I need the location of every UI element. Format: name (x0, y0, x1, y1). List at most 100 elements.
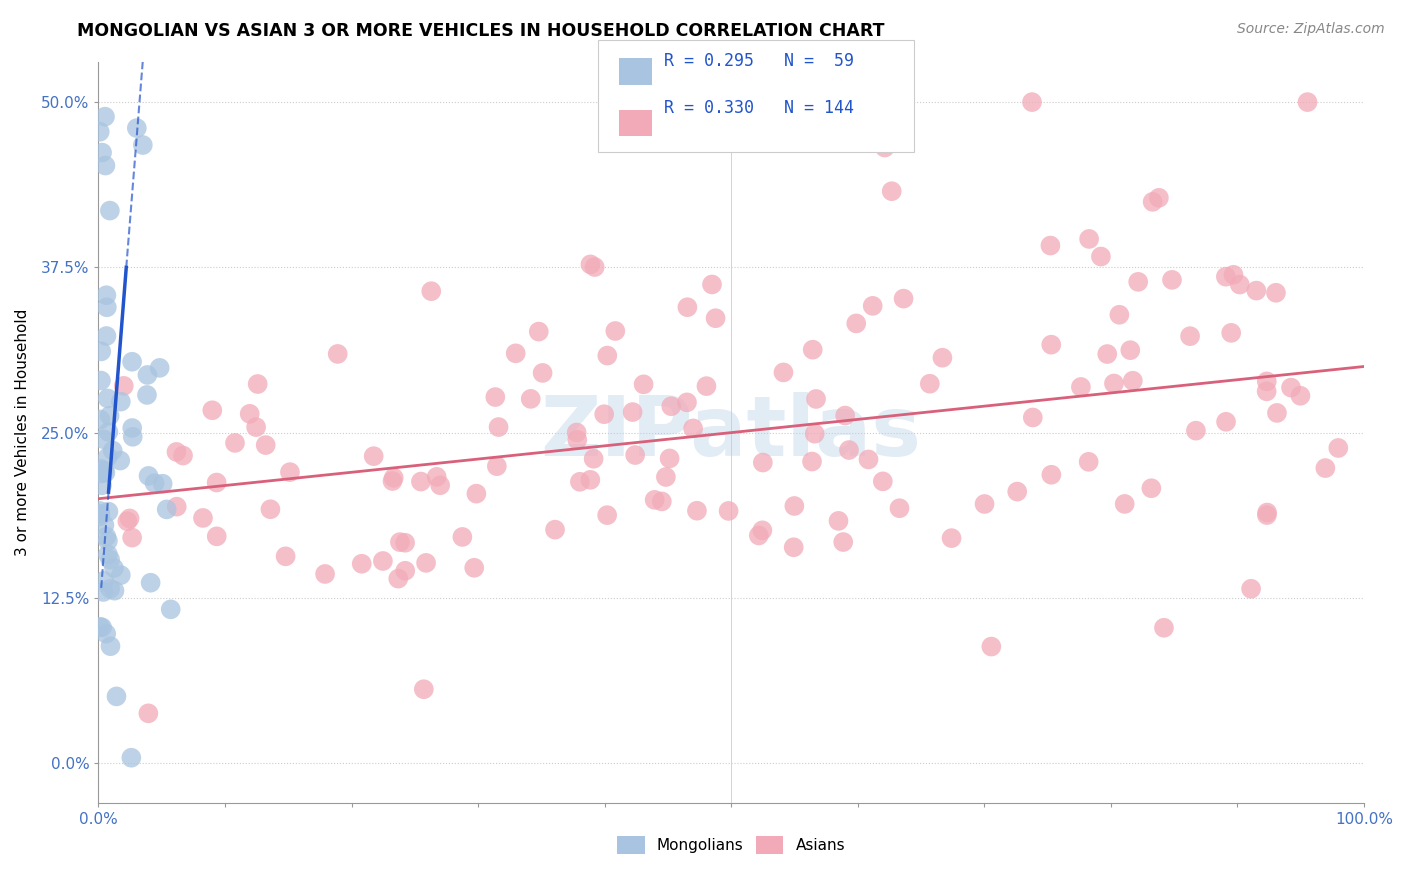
Point (246, 377, 269, 392)
Point (96, 626, 118, 640)
Point (136, 368, 159, 382)
Point (1296, 95, 1319, 109)
Point (1070, 380, 1092, 394)
Point (138, 706, 160, 721)
Point (89, 412, 111, 426)
Point (91, 620, 114, 634)
Point (655, 470, 678, 484)
Point (579, 257, 602, 271)
Point (152, 476, 174, 491)
Point (149, 360, 172, 375)
Point (827, 514, 849, 528)
Point (463, 561, 485, 575)
Point (1147, 191, 1170, 205)
Point (205, 475, 228, 490)
Point (527, 325, 550, 339)
Point (96, 329, 118, 343)
Point (166, 445, 188, 459)
Point (426, 470, 449, 484)
Point (429, 478, 451, 492)
Point (676, 395, 699, 409)
Point (1222, 268, 1244, 282)
Point (801, 454, 824, 468)
Point (1256, 375, 1278, 389)
Point (139, 575, 162, 590)
Point (1229, 277, 1251, 292)
Point (751, 524, 773, 538)
Point (651, 494, 673, 508)
Point (659, 399, 682, 413)
Point (700, 277, 723, 292)
Point (485, 459, 508, 474)
Point (94, 110, 117, 124)
Point (465, 486, 488, 500)
Point (704, 311, 727, 326)
Point (544, 523, 567, 537)
Point (1215, 415, 1237, 429)
Point (676, 300, 699, 314)
Point (568, 475, 591, 489)
Point (1256, 508, 1278, 522)
Point (371, 554, 394, 568)
Point (110, 568, 132, 582)
Point (409, 475, 432, 489)
Point (94, 466, 117, 480)
Point (834, 409, 856, 423)
Point (1005, 484, 1028, 499)
Point (98, 203, 121, 218)
Point (980, 640, 1002, 654)
Point (682, 421, 704, 435)
Point (205, 529, 228, 543)
Point (415, 556, 437, 570)
Point (1240, 582, 1263, 596)
Point (748, 528, 770, 542)
Point (132, 138, 155, 153)
Point (96, 301, 118, 315)
Point (103, 561, 125, 575)
Point (159, 602, 181, 616)
Point (893, 292, 915, 306)
Y-axis label: 3 or more Vehicles in Household: 3 or more Vehicles in Household (15, 309, 30, 557)
Point (593, 407, 616, 421)
Point (387, 572, 409, 586)
Point (931, 351, 953, 365)
Point (94, 159, 117, 173)
Point (1279, 381, 1302, 395)
Point (880, 184, 903, 198)
Point (1128, 275, 1150, 289)
Point (582, 451, 605, 466)
Point (89, 509, 111, 524)
Point (565, 425, 588, 440)
Point (804, 392, 827, 406)
Text: MONGOLIAN VS ASIAN 3 OR MORE VEHICLES IN HOUSEHOLD CORRELATION CHART: MONGOLIAN VS ASIAN 3 OR MORE VEHICLES IN… (77, 22, 884, 40)
Point (484, 390, 506, 404)
Point (1102, 376, 1125, 391)
Point (97, 392, 120, 406)
Point (105, 690, 128, 704)
Point (259, 502, 281, 516)
Point (117, 514, 139, 528)
Point (89, 620, 111, 634)
Point (772, 365, 794, 379)
Point (110, 453, 132, 467)
Point (717, 504, 740, 518)
Point (121, 531, 143, 545)
Point (156, 502, 179, 516)
Point (1256, 384, 1278, 399)
Point (394, 535, 416, 549)
Point (100, 639, 122, 653)
Point (93, 585, 115, 599)
Point (1161, 273, 1184, 287)
Point (752, 456, 775, 470)
Point (125, 121, 148, 136)
Point (201, 403, 224, 417)
Point (783, 541, 806, 555)
Point (1142, 194, 1164, 209)
Point (278, 465, 301, 479)
Point (1090, 250, 1112, 264)
Point (93, 432, 115, 446)
Point (98, 582, 121, 596)
Point (1246, 284, 1268, 298)
Point (1119, 343, 1142, 358)
Point (97, 533, 120, 548)
